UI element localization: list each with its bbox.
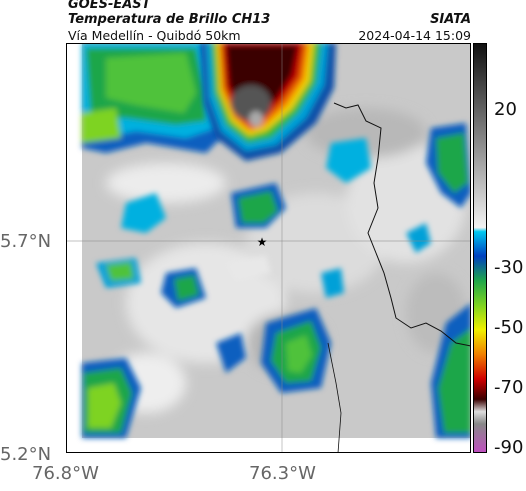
map-gridlines (66, 43, 471, 453)
datetime-label: 2024-04-14 15:09 (358, 28, 471, 43)
product-title: Temperatura de Brillo CH13 (68, 12, 271, 27)
x-axis-label-right: 76.3°W (249, 463, 316, 484)
agency-label: SIATA (430, 12, 471, 27)
location-marker: ★ (257, 235, 268, 249)
border-line (333, 102, 471, 347)
colorbar-tick-minus50: -50 (494, 317, 524, 338)
colorbar-tick-minus30: -30 (494, 257, 524, 278)
colorbar-tick-20: 20 (494, 99, 517, 120)
route-label: Vía Medellín - Quibdó 50km (68, 28, 241, 43)
river-line (327, 342, 342, 453)
satellite-name: GOES-EAST (68, 0, 151, 12)
x-axis-label-left: 76.8°W (32, 463, 99, 484)
figure-header: GOES-EAST Temperatura de Brillo CH13 Vía… (68, 0, 471, 44)
colorbar-tick-minus90: -90 (494, 437, 524, 458)
brightness-temperature-map: ★ (66, 43, 471, 453)
colorbar (473, 43, 487, 453)
colorbar-tick-minus70: -70 (494, 377, 524, 398)
y-axis-label-top: 5.7°N (0, 231, 52, 252)
temperature-field (82, 43, 471, 438)
y-axis-label-bottom: 5.2°N (0, 444, 52, 465)
